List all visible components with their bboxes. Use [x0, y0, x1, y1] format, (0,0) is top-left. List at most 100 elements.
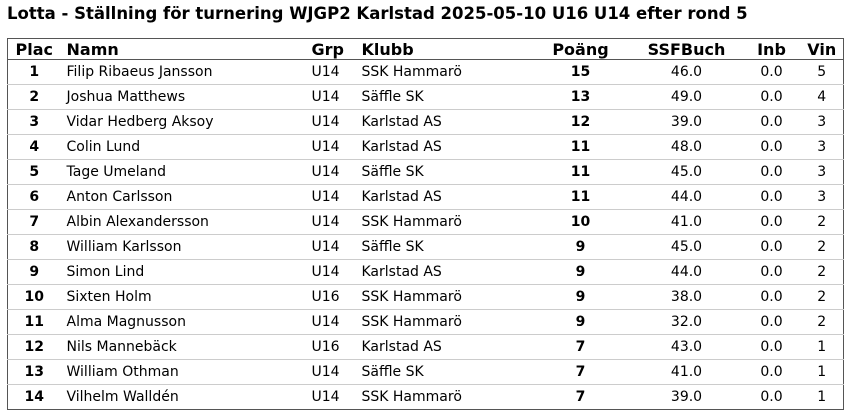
table-cell: SSK Hammarö: [355, 309, 531, 335]
table-cell: 13: [7, 359, 61, 385]
table-cell: 2: [7, 84, 61, 110]
table-cell: 8: [7, 234, 61, 260]
table-cell: 0.0: [742, 359, 801, 385]
table-cell: U14: [305, 159, 356, 185]
table-cell: Karlstad AS: [355, 184, 531, 210]
table-cell: 11: [530, 184, 631, 210]
column-header: Plac: [7, 38, 61, 60]
table-cell: 46.0: [630, 59, 743, 85]
table-cell: Karlstad AS: [355, 334, 531, 360]
table-cell: SSK Hammarö: [355, 384, 531, 410]
table-cell: 7: [530, 334, 631, 360]
table-cell: U16: [305, 334, 356, 360]
table-cell: 6: [7, 184, 61, 210]
table-cell: 49.0: [630, 84, 743, 110]
table-cell: 2: [800, 284, 844, 310]
table-cell: 1: [800, 384, 844, 410]
table-cell: Joshua Matthews: [60, 84, 306, 110]
table-cell: Säffle SK: [355, 234, 531, 260]
table-row: 6 Anton Carlsson U14 Karlstad AS 11 44.0 0.0 3: [7, 184, 844, 210]
table-cell: 43.0: [630, 334, 743, 360]
standings-table: Plac Namn Grp Klubb Poäng SSFBuch Inb Vin 1 Fili…: [7, 38, 844, 410]
table-cell: U14: [305, 234, 356, 260]
table-row: 10 Sixten Holm U16 SSK Hammarö 9 38.0 0.0 2: [7, 284, 844, 310]
table-cell: 44.0: [630, 259, 743, 285]
table-cell: 0.0: [742, 134, 801, 160]
table-cell: 0.0: [742, 84, 801, 110]
table-cell: Vilhelm Walldén: [60, 384, 306, 410]
table-cell: 0.0: [742, 184, 801, 210]
table-cell: 11: [530, 134, 631, 160]
table-cell: 0.0: [742, 109, 801, 135]
table-row: 5 Tage Umeland U14 Säffle SK 11 45.0 0.0 3: [7, 159, 844, 185]
table-cell: Karlstad AS: [355, 259, 531, 285]
table-cell: 11: [530, 159, 631, 185]
column-header: SSFBuch: [630, 38, 743, 60]
table-cell: Filip Ribaeus Jansson: [60, 59, 306, 85]
table-cell: 10: [530, 209, 631, 235]
table-cell: Tage Umeland: [60, 159, 306, 185]
table-cell: 3: [800, 159, 844, 185]
table-cell: 1: [800, 334, 844, 360]
table-cell: 45.0: [630, 234, 743, 260]
table-cell: Karlstad AS: [355, 134, 531, 160]
table-cell: 10: [7, 284, 61, 310]
table-row: 8 William Karlsson U14 Säffle SK 9 45.0 0.0 2: [7, 234, 844, 260]
table-cell: Albin Alexandersson: [60, 209, 306, 235]
table-row: 7 Albin Alexandersson U14 SSK Hammarö 10 41.0…: [7, 209, 844, 235]
table-cell: 0.0: [742, 59, 801, 85]
table-cell: 12: [530, 109, 631, 135]
table-cell: 0.0: [742, 159, 801, 185]
table-cell: 9: [7, 259, 61, 285]
column-header: Namn: [60, 38, 306, 60]
table-cell: 9: [530, 309, 631, 335]
table-cell: 39.0: [630, 109, 743, 135]
table-cell: 0.0: [742, 234, 801, 260]
table-cell: Säffle SK: [355, 359, 531, 385]
table-cell: 0.0: [742, 309, 801, 335]
table-cell: Sixten Holm: [60, 284, 306, 310]
table-cell: 44.0: [630, 184, 743, 210]
table-cell: Karlstad AS: [355, 109, 531, 135]
table-cell: 5: [7, 159, 61, 185]
table-cell: Vidar Hedberg Aksoy: [60, 109, 306, 135]
table-cell: Säffle SK: [355, 159, 531, 185]
column-header: Poäng: [530, 38, 631, 60]
table-row: 3 Vidar Hedberg Aksoy U14 Karlstad AS 12 39.0…: [7, 109, 844, 135]
table-cell: U14: [305, 359, 356, 385]
table-cell: 1: [800, 359, 844, 385]
table-cell: 39.0: [630, 384, 743, 410]
table-row: 13 William Othman U14 Säffle SK 7 41.0 0.0 1: [7, 359, 844, 385]
table-cell: 5: [800, 59, 844, 85]
table-cell: 14: [7, 384, 61, 410]
page-title: Lotta - Ställning för turnering WJGP2 Ka…: [7, 4, 748, 23]
table-row: 11 Alma Magnusson U14 SSK Hammarö 9 32.0 0.0 2: [7, 309, 844, 335]
table-cell: U14: [305, 84, 356, 110]
table-cell: 11: [7, 309, 61, 335]
table-cell: 0.0: [742, 384, 801, 410]
table-cell: 7: [7, 209, 61, 235]
table-row: 1 Filip Ribaeus Jansson U14 SSK Hammarö 15 46…: [7, 59, 844, 85]
table-cell: 7: [530, 359, 631, 385]
table-cell: 41.0: [630, 359, 743, 385]
table-cell: U14: [305, 59, 356, 85]
table-cell: Simon Lind: [60, 259, 306, 285]
table-cell: 3: [7, 109, 61, 135]
table-cell: SSK Hammarö: [355, 209, 531, 235]
table-cell: 7: [530, 384, 631, 410]
table-cell: 9: [530, 284, 631, 310]
table-cell: 2: [800, 259, 844, 285]
table-cell: Alma Magnusson: [60, 309, 306, 335]
table-cell: U14: [305, 109, 356, 135]
table-cell: 2: [800, 309, 844, 335]
table-body: 1 Filip Ribaeus Jansson U14 SSK Hammarö 15 46…: [7, 59, 844, 410]
table-cell: 0.0: [742, 334, 801, 360]
table-cell: U14: [305, 209, 356, 235]
table-cell: U14: [305, 184, 356, 210]
table-cell: 2: [800, 234, 844, 260]
table-cell: 3: [800, 184, 844, 210]
table-row: 12 Nils Mannebäck U16 Karlstad AS 7 43.0 0.0 1: [7, 334, 844, 360]
table-cell: U14: [305, 384, 356, 410]
table-cell: 9: [530, 259, 631, 285]
